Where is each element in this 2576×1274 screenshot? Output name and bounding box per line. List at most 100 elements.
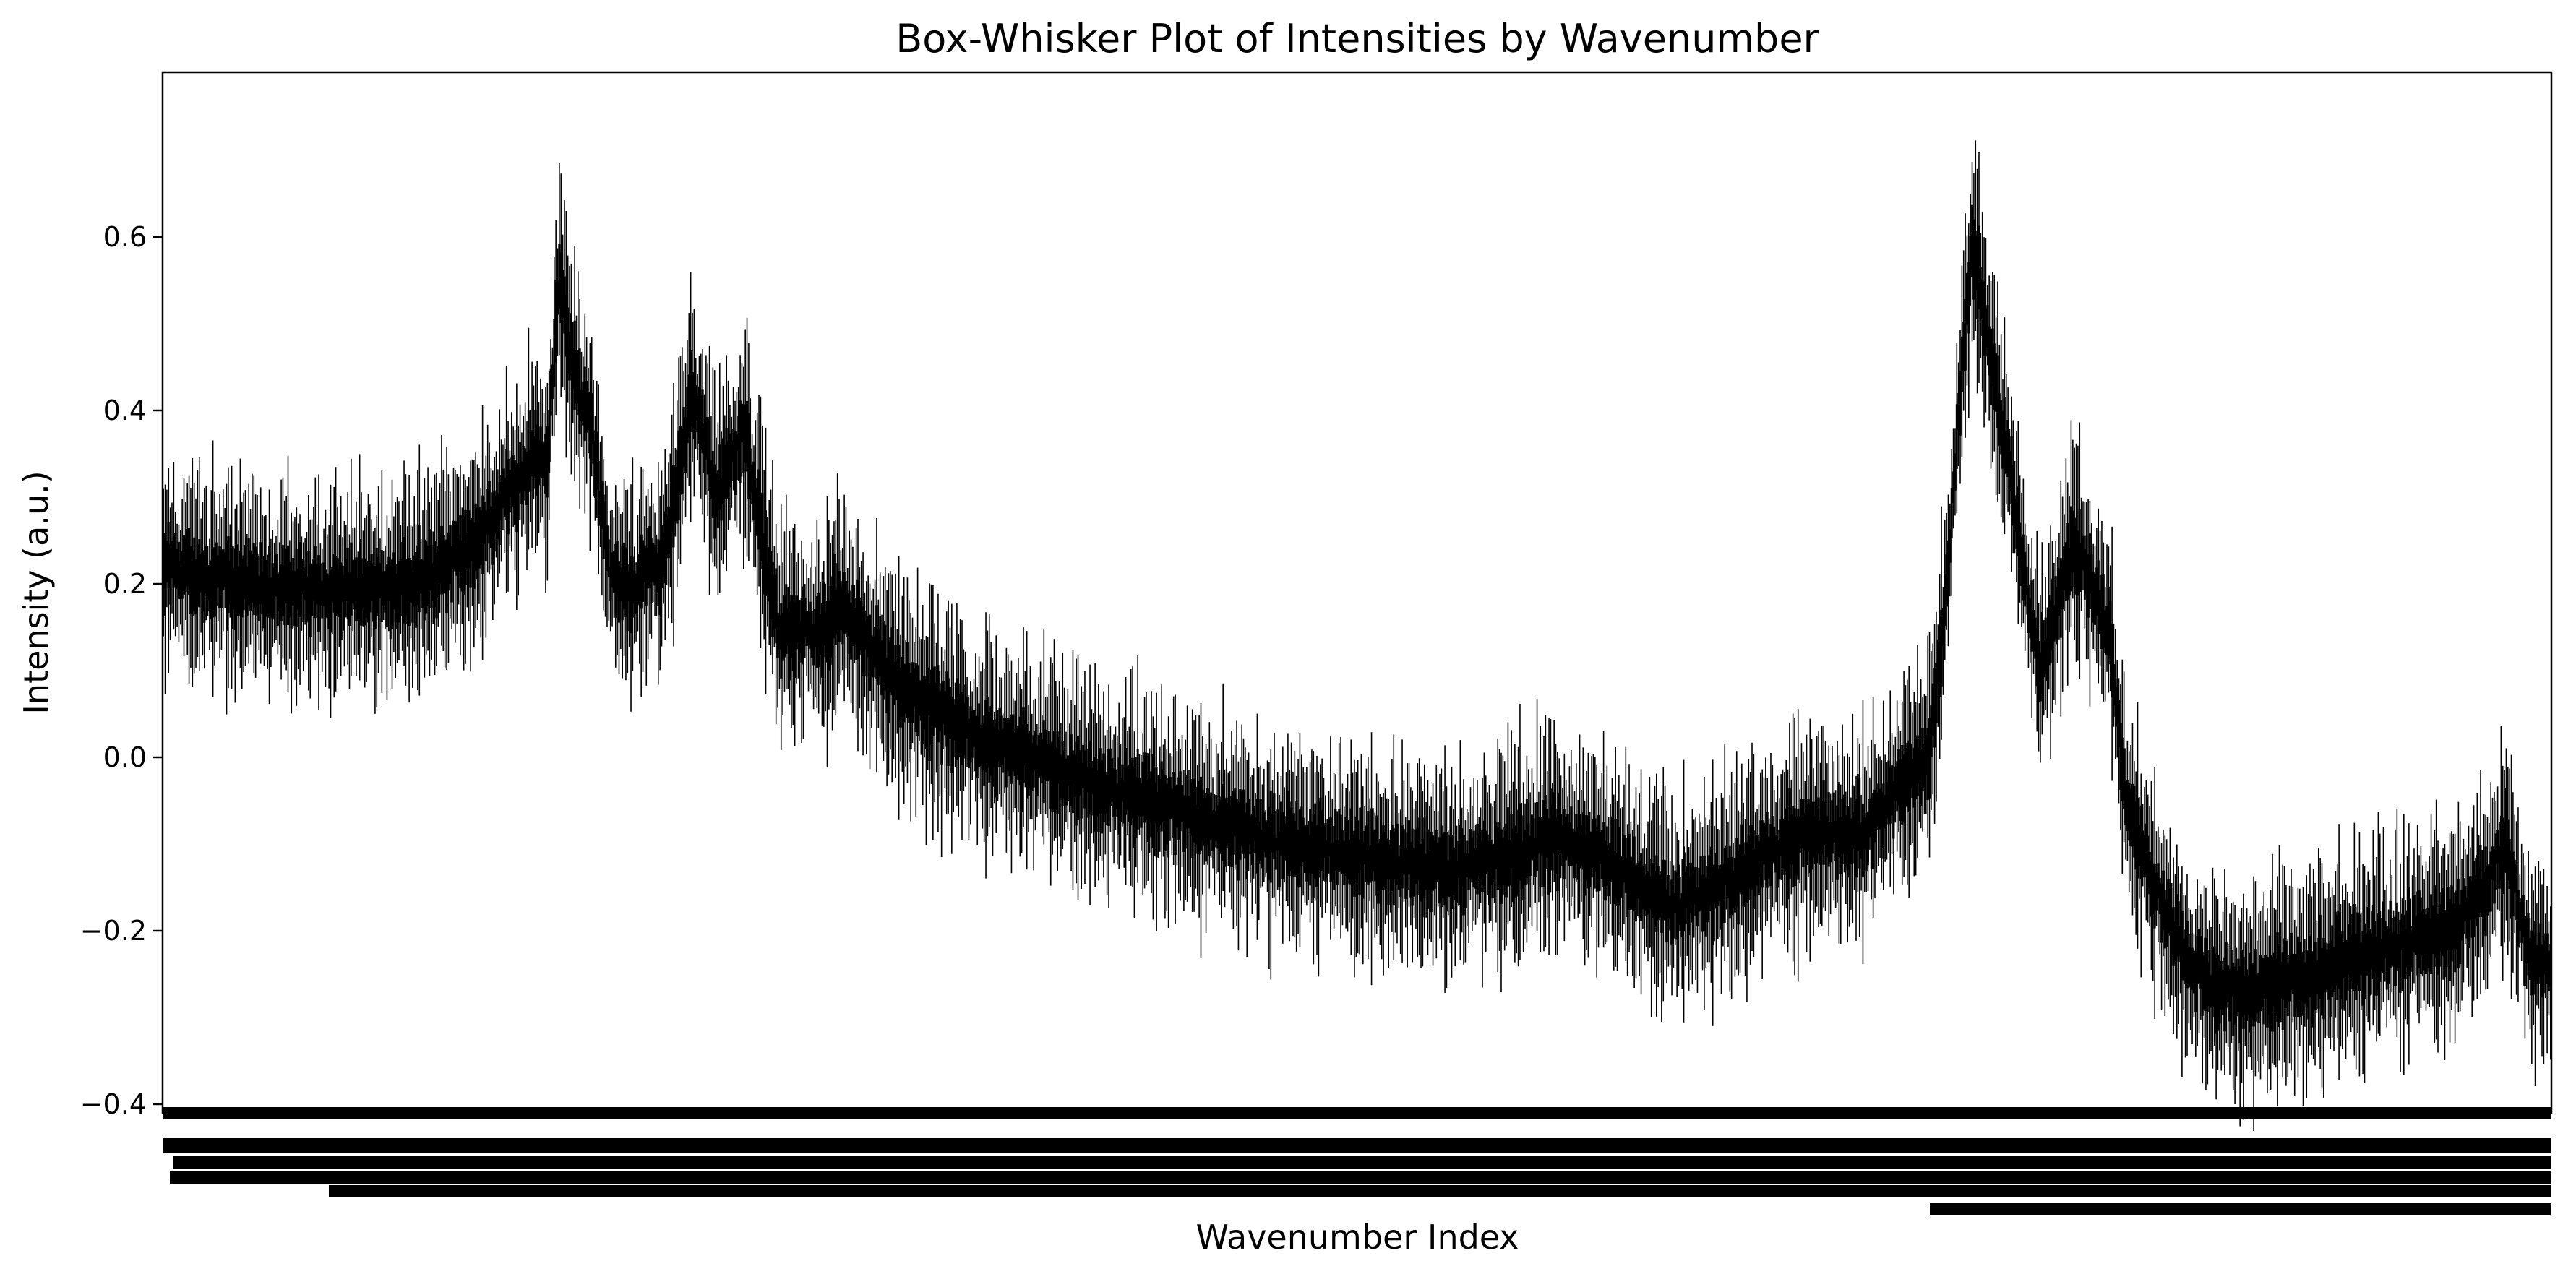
box-1060 <box>1971 162 1974 342</box>
box-870 <box>1647 821 1649 962</box>
box-1341 <box>2450 831 2453 1010</box>
box-1140 <box>2107 546 2110 693</box>
box-33 <box>218 493 221 658</box>
box-218 <box>534 366 537 553</box>
box-131 <box>385 515 388 700</box>
box-1105 <box>2048 543 2051 690</box>
box-411 <box>863 592 866 697</box>
box-1170 <box>2158 837 2161 955</box>
box-1089 <box>2020 492 2023 627</box>
box-1077 <box>2000 334 2003 517</box>
box-125 <box>375 515 378 707</box>
box-1260 <box>2312 869 2315 1059</box>
box-216 <box>531 361 533 548</box>
box-880 <box>1664 785 1667 960</box>
box-520 <box>1049 657 1052 886</box>
box-410 <box>862 552 864 756</box>
box-1385 <box>2525 900 2528 989</box>
box-660 <box>1288 770 1291 942</box>
box-994 <box>1858 743 1861 937</box>
box-1191 <box>2194 908 2197 1057</box>
box-501 <box>1017 658 1020 812</box>
box-1386 <box>2527 851 2530 1015</box>
box-396 <box>838 499 841 684</box>
box-1348 <box>2462 838 2465 983</box>
box-1026 <box>1912 692 1915 877</box>
box-1144 <box>2114 629 2117 759</box>
box-1359 <box>2481 849 2483 947</box>
box-517 <box>1044 697 1047 814</box>
box-1185 <box>2184 895 2187 1058</box>
box-919 <box>1730 772 1733 1000</box>
box-255 <box>597 384 600 575</box>
box-504 <box>1022 627 1025 827</box>
box-1225 <box>2252 876 2255 1131</box>
box-612 <box>1206 749 1209 865</box>
box-1124 <box>2080 497 2083 611</box>
box-811 <box>1546 770 1549 919</box>
box-923 <box>1737 810 1740 976</box>
box-1350 <box>2465 854 2468 968</box>
box-47 <box>242 492 245 672</box>
box-200 <box>503 438 506 554</box>
box-688 <box>1336 811 1339 916</box>
box-1075 <box>1996 281 1999 502</box>
box-453 <box>935 642 938 773</box>
box-1032 <box>1923 694 1925 815</box>
box-168 <box>449 491 452 619</box>
box-1067 <box>1983 237 1985 428</box>
box-117 <box>361 530 364 627</box>
box-1195 <box>2201 908 2204 1084</box>
box-87 <box>311 519 314 656</box>
box-406 <box>855 528 858 719</box>
box-815 <box>1553 720 1555 882</box>
box-230 <box>554 220 557 416</box>
box-444 <box>919 639 922 755</box>
box-213 <box>525 421 528 571</box>
box-690 <box>1339 736 1342 939</box>
box-172 <box>455 473 458 624</box>
box-620 <box>1220 741 1223 918</box>
box-1036 <box>1930 651 1933 810</box>
box-266 <box>616 502 619 655</box>
box-395 <box>836 473 839 696</box>
box-78 <box>295 507 298 706</box>
box-1052 <box>1957 362 1960 467</box>
box-568 <box>1131 666 1134 887</box>
box-985 <box>1842 756 1845 873</box>
box-1315 <box>2406 856 2409 1025</box>
box-1327 <box>2426 871 2429 1004</box>
box-367 <box>789 530 791 705</box>
box-206 <box>514 430 516 571</box>
box-26 <box>207 546 210 617</box>
box-151 <box>420 538 423 629</box>
box-1157 <box>2137 702 2139 949</box>
box-643 <box>1259 765 1262 888</box>
box-297 <box>669 453 671 587</box>
box-606 <box>1196 765 1199 896</box>
box-1152 <box>2128 751 2131 892</box>
box-59 <box>262 516 265 666</box>
box-1087 <box>2017 421 2019 624</box>
box-904 <box>1704 817 1707 968</box>
box-331 <box>727 380 730 530</box>
box-714 <box>1381 796 1383 960</box>
box-708 <box>1370 732 1373 986</box>
box-1282 <box>2350 906 2353 1033</box>
box-777 <box>1487 784 1490 924</box>
box-316 <box>701 349 704 515</box>
box-1243 <box>2283 866 2286 1063</box>
box-603 <box>1191 709 1194 912</box>
box-88 <box>312 507 315 655</box>
box-58 <box>261 515 264 632</box>
box-483 <box>986 630 989 837</box>
box-237 <box>567 255 570 403</box>
box-248 <box>585 337 588 484</box>
box-1220 <box>2244 942 2246 1046</box>
box-380 <box>810 542 813 689</box>
box-228 <box>551 347 554 436</box>
box-1117 <box>2068 496 2071 632</box>
box-1071 <box>1990 280 1992 469</box>
box-515 <box>1041 714 1044 837</box>
box-174 <box>459 465 462 656</box>
